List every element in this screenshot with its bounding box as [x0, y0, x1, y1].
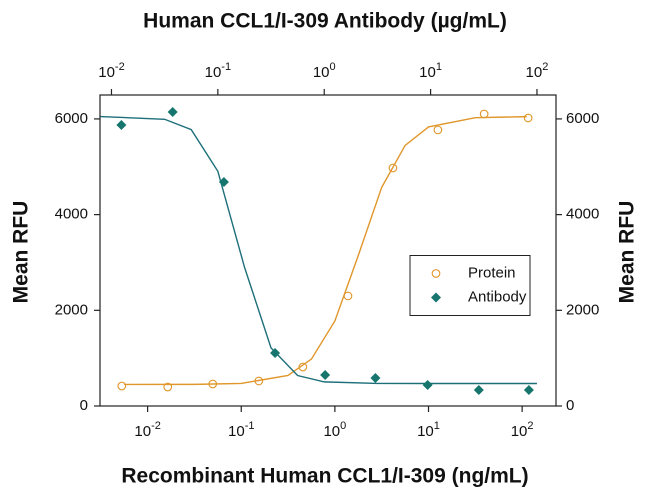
data-point [116, 119, 127, 130]
data-point [479, 109, 489, 119]
x-tick-label: 102 [526, 61, 549, 81]
tick-base: 10 [526, 64, 543, 81]
data-point [370, 373, 381, 384]
fit-curve [124, 115, 527, 386]
tick-base: 10 [313, 64, 330, 81]
x-tick-label: 101 [419, 61, 442, 81]
tick-exponent: -2 [115, 61, 125, 73]
x-tick-label: 100 [313, 61, 336, 81]
tick-base: 10 [205, 64, 222, 81]
data-point [422, 379, 433, 390]
y-tick-label: 4000 [55, 206, 88, 223]
data-point [523, 113, 533, 123]
tick-exponent: 2 [527, 420, 533, 432]
tick-base: 10 [323, 423, 340, 440]
legend-label: Antibody [468, 288, 527, 305]
tick-base: 10 [419, 64, 436, 81]
x-tick-label: 10-2 [134, 420, 160, 440]
y2-tick-label: 4000 [566, 206, 599, 223]
data-point [163, 382, 173, 392]
legend-marker [431, 269, 441, 278]
y-tick-label: 6000 [55, 110, 88, 127]
y-axis-label: Mean RFU [10, 201, 33, 304]
x-tick-label: 10-2 [98, 61, 124, 81]
tick-exponent: 1 [436, 61, 442, 73]
y-tick-label: 2000 [55, 301, 88, 318]
data-point [388, 163, 398, 173]
data-point [117, 381, 127, 391]
tick-exponent: 0 [330, 61, 336, 73]
y2-tick-label: 6000 [566, 110, 599, 127]
tick-base: 10 [511, 423, 528, 440]
x-tick-label: 10-1 [228, 420, 254, 440]
data-point [218, 176, 229, 187]
data-point [473, 385, 484, 396]
data-point [343, 291, 353, 301]
legend-label: Protein [468, 264, 516, 281]
tick-base: 10 [417, 423, 434, 440]
fit-curve [100, 115, 537, 385]
data-point [254, 376, 264, 386]
data-point [523, 385, 534, 396]
data-point [433, 125, 443, 135]
tick-exponent: -1 [221, 61, 231, 73]
legend-marker [431, 292, 441, 303]
tick-base: 10 [134, 423, 151, 440]
tick-exponent: 2 [542, 61, 548, 73]
tick-exponent: -1 [245, 420, 255, 432]
tick-exponent: 0 [340, 420, 346, 432]
x-tick-label: 100 [323, 420, 346, 440]
data-point [270, 347, 281, 358]
tick-base: 10 [98, 64, 115, 81]
x-axis-label: Recombinant Human CCL1/I-309 (ng/mL) [121, 465, 528, 488]
y2-axis-label: Mean RFU [616, 201, 639, 304]
tick-exponent: -2 [151, 420, 161, 432]
plot-frame [99, 94, 557, 407]
data-point [208, 379, 218, 389]
x-tick-label: 102 [511, 420, 534, 440]
y2-tick-label: 2000 [566, 301, 599, 318]
x-tick-label: 10-1 [205, 61, 231, 81]
chart-title: Human CCL1/I-309 Antibody (µg/mL) [143, 10, 507, 33]
tick-base: 10 [228, 423, 245, 440]
tick-exponent: 1 [434, 420, 440, 432]
data-point [298, 362, 308, 372]
data-point [167, 106, 178, 117]
data-point [320, 369, 331, 380]
y2-tick-label: 0 [566, 397, 574, 414]
legend-box [409, 255, 531, 316]
x-tick-label: 101 [417, 420, 440, 440]
y-tick-label: 0 [80, 397, 88, 414]
